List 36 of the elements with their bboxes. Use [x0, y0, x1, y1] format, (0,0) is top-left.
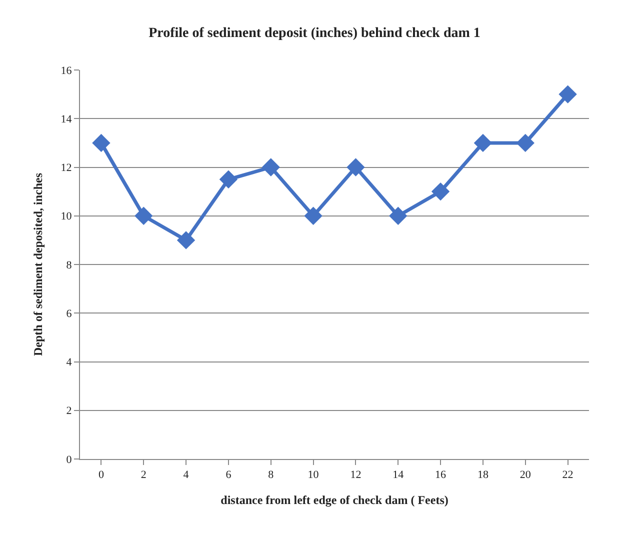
- y-axis-title: Depth of sediment deposited, inches: [31, 172, 46, 356]
- x-tick-label: 8: [268, 469, 274, 482]
- y-tick-label: 4: [66, 356, 72, 369]
- x-axis-title: distance from left edge of check dam ( Feets): [220, 493, 448, 508]
- y-tick-label: 12: [60, 162, 72, 174]
- x-tick-label: 20: [520, 469, 532, 482]
- x-tick-label: 14: [392, 469, 404, 482]
- x-tick-label: 18: [477, 469, 489, 482]
- point: [134, 206, 153, 225]
- x-tick-label: 4: [183, 469, 190, 482]
- y-tick-label: 6: [66, 308, 72, 320]
- point: [92, 134, 110, 152]
- point: [262, 158, 280, 176]
- y-tick-label: 8: [66, 259, 72, 272]
- point: [474, 134, 492, 152]
- y-tick-label: 2: [66, 405, 72, 418]
- chart-title: Profile of sediment deposit (inches) behind check dam 1: [148, 26, 480, 41]
- x-tick-label: 12: [350, 469, 362, 482]
- x-tick-label: 22: [562, 469, 574, 482]
- y-tick-label: 16: [60, 64, 72, 77]
- x-tick-label: 10: [308, 469, 320, 482]
- y-tick-label: 10: [60, 210, 72, 223]
- x-tick-label: 0: [98, 469, 104, 482]
- y-tick-label: 0: [66, 454, 72, 466]
- point: [346, 158, 365, 176]
- x-tick-label: 6: [226, 469, 232, 482]
- point: [516, 134, 534, 152]
- point: [389, 206, 408, 225]
- point: [558, 85, 577, 104]
- y-tick-label: 14: [60, 113, 72, 126]
- point: [219, 170, 238, 189]
- x-tick-label: 16: [435, 469, 447, 482]
- point: [176, 231, 196, 250]
- x-tick-label: 2: [140, 469, 146, 482]
- point: [431, 182, 450, 201]
- point: [304, 206, 322, 225]
